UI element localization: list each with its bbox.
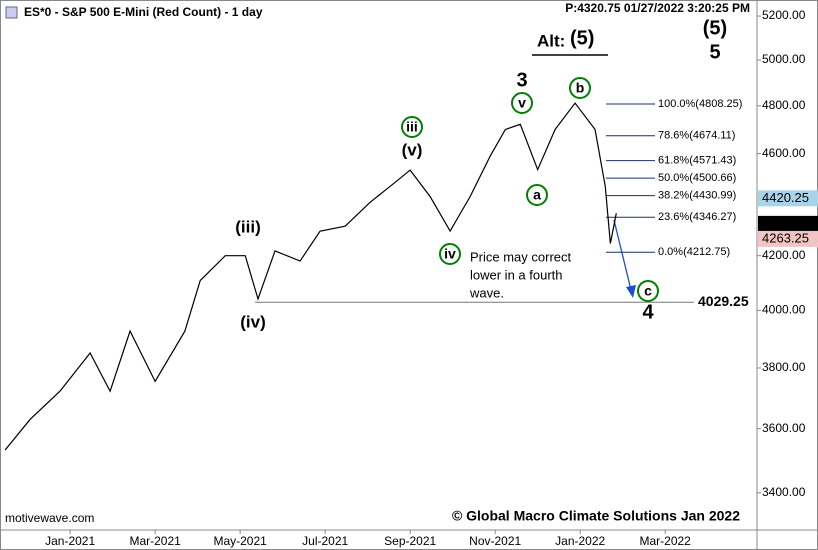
- y-tick-label: 4200.00: [762, 248, 806, 262]
- y-tick-label: 5200.00: [762, 8, 806, 22]
- fib-label: 78.6%(4674.11): [658, 130, 735, 142]
- wave-label: Alt:: [537, 31, 565, 50]
- wave-circle: [637, 280, 659, 302]
- x-tick-label: Jan-2022: [555, 534, 605, 548]
- wave-circle: [511, 92, 533, 114]
- credit: © Global Macro Climate Solutions Jan 202…: [452, 508, 740, 524]
- wave-label: (v): [402, 140, 423, 159]
- y-tick-label: 3800.00: [762, 360, 806, 374]
- wave-label: c: [644, 283, 652, 299]
- wave-label: a: [533, 187, 541, 203]
- y-tick-label: 4800.00: [762, 98, 806, 112]
- wave-label: iv: [444, 246, 456, 262]
- note: wave.: [469, 285, 504, 300]
- wave-label: (iv): [240, 312, 266, 331]
- price-line: [4, 102, 617, 451]
- price-tag-label: 4320.75: [762, 215, 809, 230]
- support-label: 4029.25: [698, 293, 749, 309]
- x-tick-label: Jan-2021: [45, 534, 95, 548]
- y-tick-label: 5000.00: [762, 52, 806, 66]
- wave-circle: [569, 77, 591, 99]
- wave-label: 5: [709, 41, 720, 63]
- y-tick-label: 3400.00: [762, 485, 806, 499]
- note: lower in a fourth: [470, 267, 563, 282]
- note: Price may correct: [470, 249, 572, 264]
- wave-circle: [439, 243, 461, 265]
- wave-label: v: [518, 95, 526, 111]
- x-tick-label: May-2021: [213, 534, 267, 548]
- y-tick-label: 4000.00: [762, 303, 806, 317]
- x-tick-label: Mar-2021: [129, 534, 181, 548]
- wave-circle: [401, 116, 423, 138]
- y-tick-label: 4600.00: [762, 146, 806, 160]
- source: motivewave.com: [5, 511, 94, 525]
- symbol-icon: [5, 6, 18, 19]
- y-tick-label: 3600.00: [762, 421, 806, 435]
- price-tag: [758, 215, 818, 232]
- price-tag-label: 4420.25: [762, 190, 809, 205]
- wave-label: 3: [516, 69, 527, 91]
- chart-title: ES*0 - S&P 500 E-Mini (Red Count) - 1 da…: [24, 5, 263, 19]
- wave-label: (iii): [235, 217, 261, 236]
- wave-label: (5): [570, 27, 594, 49]
- fib-label: 100.0%(4808.25): [658, 98, 742, 110]
- wave-label: b: [576, 80, 585, 96]
- price-tag-label: 4263.25: [762, 230, 809, 245]
- fib-label: 23.6%(4346.27): [658, 211, 736, 223]
- wave-label: (5): [703, 17, 727, 39]
- wave-circle: [526, 184, 548, 206]
- x-tick-label: Mar-2022: [640, 534, 692, 548]
- fib-label: 38.2%(4430.99): [658, 190, 736, 202]
- fib-label: 61.8%(4571.43): [658, 155, 736, 167]
- fib-label: 50.0%(4500.66): [658, 172, 736, 184]
- quote: P:4320.75 01/27/2022 3:20:25 PM: [565, 1, 750, 15]
- price-tag: [758, 190, 818, 207]
- price-tag: [758, 230, 818, 247]
- x-tick-label: Sep-2021: [384, 534, 436, 548]
- arrow-head: [626, 285, 636, 298]
- x-tick-label: Jul-2021: [302, 534, 348, 548]
- arrow: [613, 219, 632, 291]
- fib-label: 0.0%(4212.75): [658, 246, 730, 258]
- wave-label: iii: [406, 119, 418, 135]
- x-tick-label: Nov-2021: [469, 534, 521, 548]
- wave-label: 4: [642, 301, 654, 323]
